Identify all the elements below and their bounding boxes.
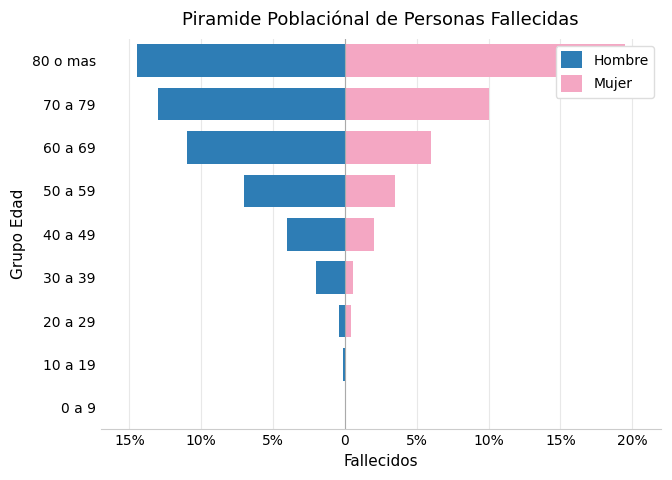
X-axis label: Fallecidos: Fallecidos xyxy=(343,454,418,469)
Bar xyxy=(136,45,345,77)
Y-axis label: Grupo Edad: Grupo Edad xyxy=(11,189,26,279)
Bar xyxy=(345,45,625,77)
Bar xyxy=(345,175,395,207)
Bar xyxy=(158,88,345,120)
Bar xyxy=(339,305,345,337)
Bar xyxy=(288,218,345,251)
Legend: Hombre, Mujer: Hombre, Mujer xyxy=(556,46,654,98)
Bar xyxy=(345,261,353,294)
Bar xyxy=(345,218,374,251)
Bar xyxy=(345,88,489,120)
Bar xyxy=(343,348,345,381)
Bar xyxy=(245,175,345,207)
Bar xyxy=(345,305,351,337)
Bar xyxy=(316,261,345,294)
Bar xyxy=(345,348,346,381)
Bar xyxy=(345,131,431,164)
Bar xyxy=(187,131,345,164)
Title: Piramide Poblaciónal de Personas Fallecidas: Piramide Poblaciónal de Personas Falleci… xyxy=(183,11,579,29)
